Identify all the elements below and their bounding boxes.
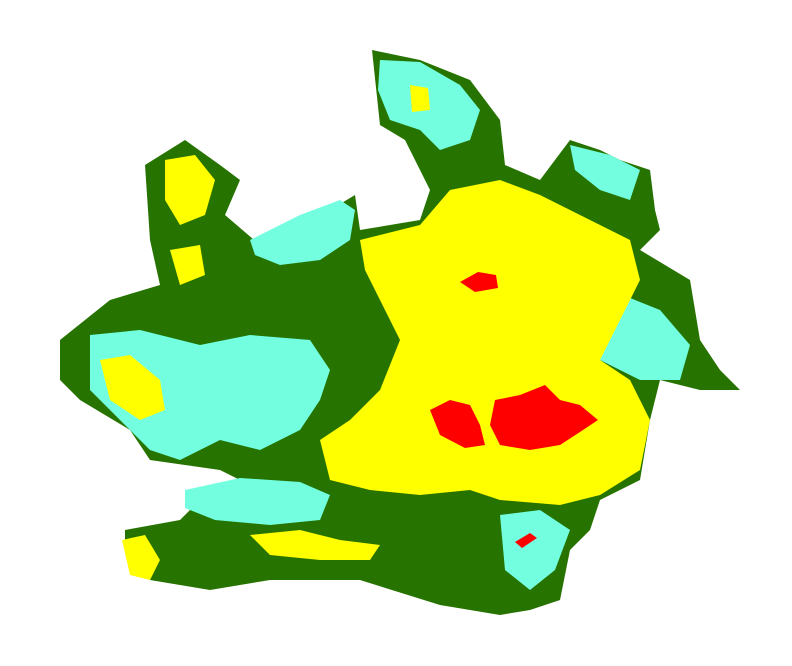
region-patch: [500, 510, 570, 590]
region-patch: [170, 245, 205, 285]
region-patch: [185, 478, 330, 525]
region-patch: [100, 355, 165, 420]
region-patch: [122, 535, 160, 580]
region-patch: [515, 533, 537, 548]
region-patch: [570, 145, 640, 200]
region-patch: [490, 385, 598, 450]
region-patch: [250, 200, 355, 265]
region-patch: [430, 400, 485, 448]
map-class-2-region: [90, 60, 690, 590]
region-patch: [90, 330, 330, 460]
region-patch: [165, 155, 215, 225]
region-patch: [410, 85, 430, 112]
region-patch: [460, 272, 498, 292]
region-patch: [250, 530, 380, 560]
map-class-4-region: [430, 272, 598, 548]
